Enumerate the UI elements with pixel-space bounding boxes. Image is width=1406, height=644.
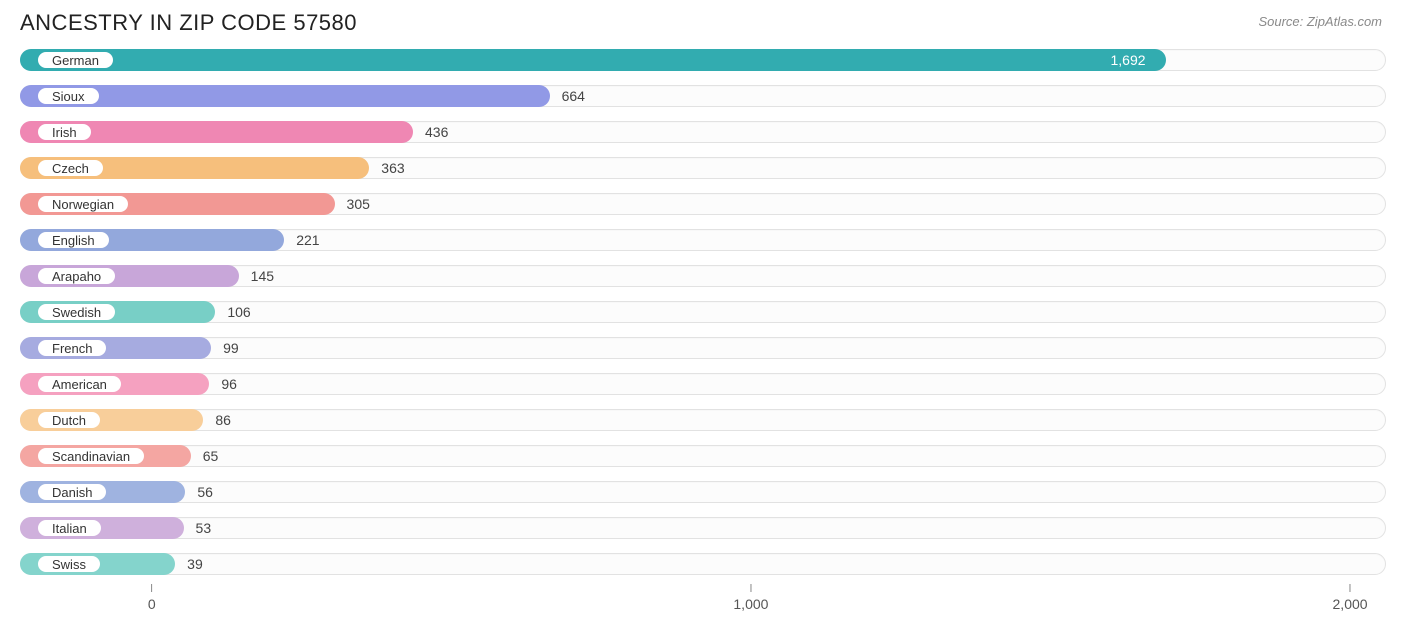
value-label: 65 [203,448,219,464]
chart-header: ANCESTRY IN ZIP CODE 57580 Source: ZipAt… [0,0,1406,42]
bar-row: Swiss 39 [20,546,1386,582]
category-pill: French [36,338,108,358]
value-label: 56 [197,484,213,500]
value-label: 221 [296,232,319,248]
bar-row: Czech 363 [20,150,1386,186]
bar-row: Italian 53 [20,510,1386,546]
bar-row: Dutch 86 [20,402,1386,438]
tick-label: 2,000 [1333,596,1368,612]
bar-track [20,301,1386,323]
bar-row: Norwegian 305 [20,186,1386,222]
bar-row: Scandinavian 65 [20,438,1386,474]
chart-title: ANCESTRY IN ZIP CODE 57580 [20,10,357,36]
category-pill: Norwegian [36,194,130,214]
category-pill: Swiss [36,554,102,574]
bar-row: French 99 [20,330,1386,366]
chart-plot-area: German 1,692 Sioux 664 Irish 436 Czech 363 Norwe… [0,42,1406,582]
axis-tick: 2,000 [1333,584,1368,612]
tick-label: 1,000 [733,596,768,612]
value-label: 305 [347,196,370,212]
category-pill: Czech [36,158,105,178]
category-pill: Irish [36,122,93,142]
bar-row: Sioux 664 [20,78,1386,114]
bar-fill [20,49,1166,71]
category-pill: Scandinavian [36,446,146,466]
value-label: 99 [223,340,239,356]
category-pill: Sioux [36,86,101,106]
category-pill: Swedish [36,302,117,322]
value-label: 53 [196,520,212,536]
bar-row: American 96 [20,366,1386,402]
value-label: 106 [227,304,250,320]
bar-row: Swedish 106 [20,294,1386,330]
value-label: 96 [221,376,237,392]
category-pill: Dutch [36,410,102,430]
bar-track [20,445,1386,467]
value-label: 39 [187,556,203,572]
axis-tick: 1,000 [733,584,768,612]
value-label: 86 [215,412,231,428]
value-label: 1,692 [1110,52,1145,68]
tick-mark [151,584,152,592]
bar-row: Irish 436 [20,114,1386,150]
x-axis: 0 1,000 2,000 [20,584,1386,620]
chart-source: Source: ZipAtlas.com [1258,14,1382,29]
value-label: 145 [251,268,274,284]
category-pill: American [36,374,123,394]
bar-row: Danish 56 [20,474,1386,510]
axis-tick: 0 [148,584,156,612]
value-label: 363 [381,160,404,176]
bar-row: Arapaho 145 [20,258,1386,294]
bar-track [20,517,1386,539]
bar-track [20,553,1386,575]
category-pill: Italian [36,518,103,538]
bar-row: German 1,692 [20,42,1386,78]
tick-mark [750,584,751,592]
tick-label: 0 [148,596,156,612]
value-label: 664 [562,88,585,104]
tick-mark [1350,584,1351,592]
category-pill: English [36,230,111,250]
bar-row: English 221 [20,222,1386,258]
category-pill: Danish [36,482,108,502]
category-pill: Arapaho [36,266,117,286]
value-label: 436 [425,124,448,140]
bar-track [20,481,1386,503]
category-pill: German [36,50,115,70]
